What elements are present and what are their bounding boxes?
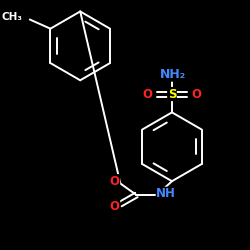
Text: O: O xyxy=(192,88,202,101)
Text: NH: NH xyxy=(156,187,176,200)
Text: NH₂: NH₂ xyxy=(160,68,186,81)
Text: O: O xyxy=(110,200,120,213)
Text: S: S xyxy=(168,88,176,101)
Text: O: O xyxy=(110,175,120,188)
Text: O: O xyxy=(142,88,152,101)
Text: CH₃: CH₃ xyxy=(2,12,23,22)
